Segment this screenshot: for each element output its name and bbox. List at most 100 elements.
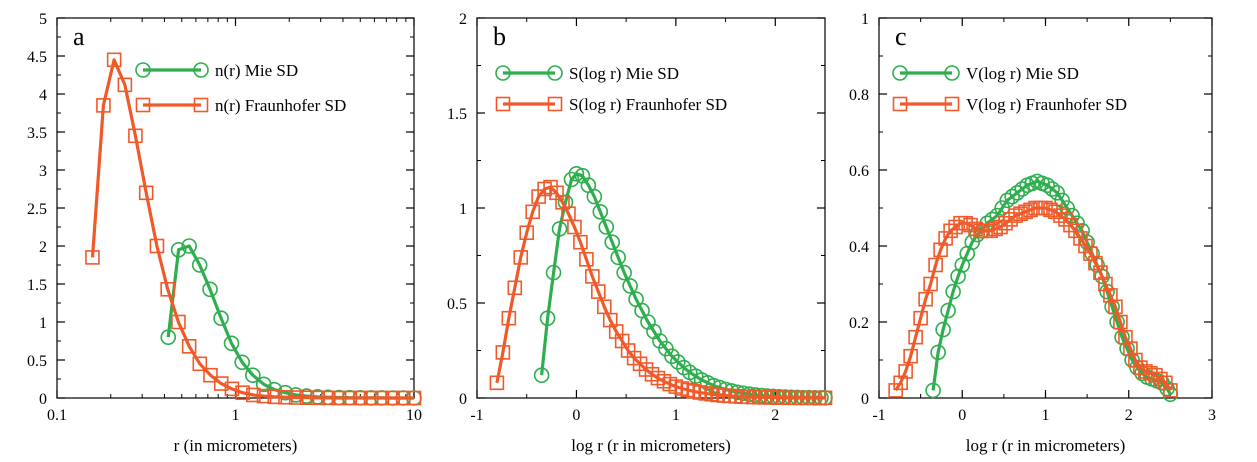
legend-marker (547, 96, 563, 112)
series-fraunhofer (489, 179, 833, 406)
data-point-square (1053, 208, 1068, 223)
data-point-square (213, 376, 229, 391)
data-point-square (908, 329, 923, 345)
legend-entry-fraunhofer: V(log r) Fraunhofer SD (892, 95, 1127, 114)
x-tick-label: 1 (232, 407, 240, 424)
data-point-square (299, 390, 315, 405)
data-point-square (507, 280, 523, 296)
data-point-square (138, 185, 154, 201)
y-tick-label: 4.5 (27, 49, 47, 66)
data-point-square (567, 219, 582, 235)
data-point-square (149, 238, 165, 254)
data-point-square (1008, 208, 1023, 223)
data-point-square (256, 388, 272, 404)
data-point-square (585, 269, 600, 284)
data-point-square (519, 225, 535, 240)
x-tick-label: 2 (1125, 407, 1133, 424)
data-point-circle (1039, 177, 1055, 193)
data-point-square (903, 348, 918, 364)
data-point-square (933, 242, 948, 258)
x-tick-label: -1 (872, 407, 885, 424)
data-point-square (993, 219, 1008, 235)
data-point-circle (950, 268, 966, 285)
data-point-square (1123, 341, 1138, 356)
y-tick-label: 2.5 (27, 201, 47, 218)
legend-marker (193, 97, 209, 113)
legend-entry-mie: S(log r) Mie SD (495, 64, 679, 83)
data-point-square (1048, 204, 1063, 220)
y-tick-label: 2 (39, 239, 47, 256)
series-line (894, 206, 1172, 392)
x-tick-label: 0 (572, 407, 580, 424)
x-tick-label: 2 (771, 407, 779, 424)
data-point-square (321, 390, 336, 406)
data-point-square (1113, 314, 1128, 330)
data-point-circle (622, 278, 638, 294)
data-point-square (160, 282, 175, 297)
data-point-square (106, 52, 122, 68)
data-point-square (288, 390, 304, 405)
data-point-square (267, 389, 283, 405)
data-point-circle (604, 234, 621, 250)
data-point-circle (592, 204, 609, 220)
data-point-circle (202, 281, 218, 298)
data-point-circle (1004, 188, 1021, 205)
data-point-circle (545, 264, 562, 281)
x-axis-label: log r (r in micrometers) (571, 436, 731, 455)
data-point-circle (1049, 185, 1065, 201)
data-point-square (1078, 238, 1093, 254)
data-point-square (363, 390, 379, 406)
data-point-square (1118, 329, 1133, 345)
series-mie (925, 173, 1179, 403)
legend-label: V(log r) Fraunhofer SD (966, 95, 1127, 114)
data-point-square (128, 128, 143, 144)
data-point-square (1038, 200, 1053, 216)
data-point-square (591, 284, 606, 299)
data-point-square (1068, 223, 1083, 239)
data-point-square (1103, 288, 1118, 303)
data-point-square (1088, 255, 1103, 271)
legend-label: S(log r) Mie SD (569, 64, 679, 83)
data-point-square (1023, 202, 1038, 218)
data-point-square (893, 375, 908, 391)
legend-marker (892, 96, 908, 112)
data-point-square (948, 219, 963, 235)
x-tick-label: 0 (958, 407, 966, 424)
panel-label: b (493, 22, 506, 51)
data-point-square (278, 389, 293, 405)
data-point-circle (616, 264, 632, 281)
y-tick-label: 0.4 (849, 239, 869, 256)
data-point-circle (670, 354, 686, 370)
legend-marker (892, 65, 908, 81)
data-point-square (489, 375, 505, 391)
data-point-square (501, 310, 517, 326)
chart-panel-a: 0 0.5 1 1.5 2 2.5 3 3.5 4 4.5 5 0.1 1 10 r (in microme… (27, 11, 422, 455)
data-point-square (1093, 265, 1108, 280)
data-point-square (1003, 212, 1018, 227)
data-point-circle (1009, 185, 1025, 201)
y-tick-label: 0 (39, 391, 47, 408)
data-point-square (963, 217, 978, 233)
data-point-square (1083, 246, 1098, 261)
legend-marker (495, 65, 511, 81)
data-point-square (192, 356, 208, 372)
data-point-circle (940, 302, 956, 319)
data-point-square (943, 223, 958, 239)
data-point-square (395, 390, 411, 406)
data-point-square (235, 385, 250, 400)
data-point-square (1073, 231, 1088, 246)
series-line (540, 172, 825, 400)
y-tick-label: 5 (39, 11, 47, 28)
x-tick-label: 3 (1208, 407, 1216, 424)
legend-marker (944, 65, 960, 81)
series-mie (533, 166, 833, 406)
series-fraunhofer (888, 200, 1178, 398)
y-tick-label: 1.5 (447, 106, 467, 123)
data-point-circle (563, 171, 580, 188)
legend-label: S(log r) Fraunhofer SD (569, 95, 727, 114)
data-point-circle (999, 192, 1016, 209)
data-point-circle (586, 188, 603, 205)
data-point-square (1133, 360, 1148, 375)
data-point-square (513, 250, 529, 265)
data-point-square (1063, 217, 1078, 233)
